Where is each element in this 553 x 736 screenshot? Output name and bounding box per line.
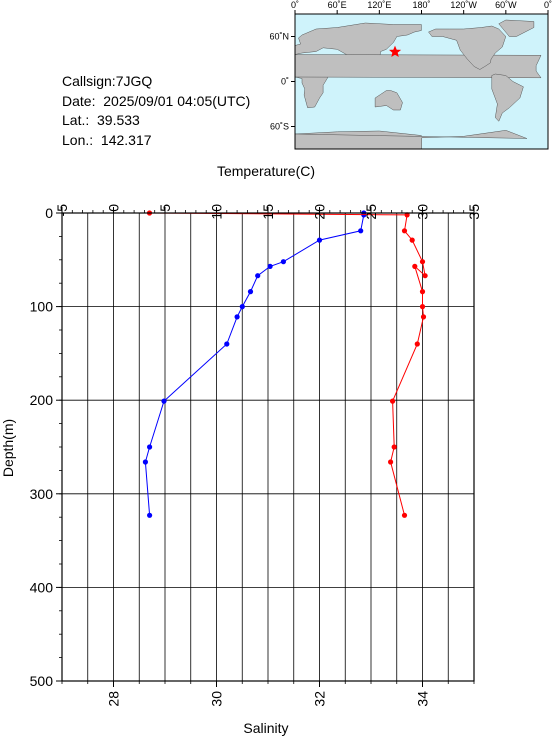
- map-lat-label: 60˚N: [269, 32, 289, 42]
- greenland-land: [498, 19, 535, 37]
- salinity-point: [401, 228, 408, 234]
- map-lon-label: 120˚E: [367, 0, 391, 10]
- temperature-profile-line: [144, 213, 365, 516]
- temperature-point: [316, 237, 323, 243]
- map-lon-label: 0˚: [544, 0, 552, 10]
- eurasia-land: [294, 22, 422, 75]
- south-america-land: [491, 73, 524, 122]
- temperature-point: [224, 341, 230, 347]
- salinity-point: [419, 304, 426, 310]
- salinity-tick-label: 30: [209, 691, 225, 707]
- salinity-point: [401, 512, 408, 518]
- longitude-text: Lon.: 142.317: [62, 131, 152, 148]
- callsign-text: Callsign:7JGQ: [62, 73, 153, 89]
- temperature-point: [280, 259, 286, 265]
- salinity-point: [420, 314, 427, 320]
- salinity-point: [412, 263, 418, 269]
- australia-land: [374, 90, 403, 111]
- map-lon-label: 180˚: [412, 0, 430, 10]
- depth-tick-label: 200: [30, 392, 54, 408]
- temperature-tick-label: 5: [157, 204, 173, 212]
- salinity-point: [390, 398, 396, 404]
- map-lon-label: 60˚E: [328, 0, 347, 10]
- depth-tick-label: 400: [30, 579, 54, 595]
- salinity-tick-label: 32: [312, 691, 328, 707]
- temperature-point: [358, 228, 364, 234]
- map-lon-label: 60˚W: [495, 0, 517, 10]
- station-info: Callsign:7JGQ Date: 2025/09/01 04:05(UTC…: [62, 72, 250, 150]
- salinity-point: [414, 341, 420, 347]
- station-marker: [389, 45, 402, 57]
- temperature-point: [247, 289, 254, 295]
- temperature-axis-label: Temperature(C): [217, 163, 315, 179]
- map-lat-label: 60˚S: [270, 122, 289, 132]
- temperature-point: [142, 459, 148, 465]
- location-map: 0˚ 60˚E 120˚E 180˚ 120˚W 60˚W 0˚ 60˚N 0˚ 60˚S: [269, 0, 552, 150]
- north-america-land: [428, 25, 507, 70]
- depth-tick-label: 100: [30, 299, 54, 315]
- salinity-tick-label: 34: [415, 691, 431, 707]
- salinity-tick-label: 28: [106, 691, 122, 707]
- salinity-point: [391, 444, 397, 450]
- depth-axis-label: Depth(m): [0, 419, 16, 477]
- map-lat-label: 0˚: [281, 77, 289, 87]
- salinity-point: [409, 237, 415, 243]
- depth-tick-label: 300: [30, 486, 54, 502]
- depth-tick-label: 500: [30, 673, 54, 689]
- depth-tick-label: 0: [45, 205, 53, 221]
- temperature-point: [234, 314, 240, 320]
- map-lon-label: 120˚W: [450, 0, 477, 10]
- salinity-point: [419, 289, 426, 295]
- temperature-point: [161, 398, 167, 404]
- temperature-point: [239, 304, 245, 310]
- salinity-point: [388, 459, 394, 465]
- temperature-point: [255, 273, 261, 279]
- date-text: Date: 2025/09/01 04:05(UTC): [62, 92, 251, 109]
- salinity-point: [419, 259, 426, 265]
- temperature-tick-label: 0: [106, 204, 122, 212]
- temperature-point: [267, 263, 273, 269]
- map-lon-label: 0˚: [291, 0, 299, 10]
- salinity-axis-label: Salinity: [243, 720, 288, 736]
- latitude-text: Lat.: 39.533: [62, 112, 140, 128]
- temperature-point: [147, 512, 153, 518]
- temperature-point: [147, 444, 153, 450]
- salinity-point: [422, 273, 428, 279]
